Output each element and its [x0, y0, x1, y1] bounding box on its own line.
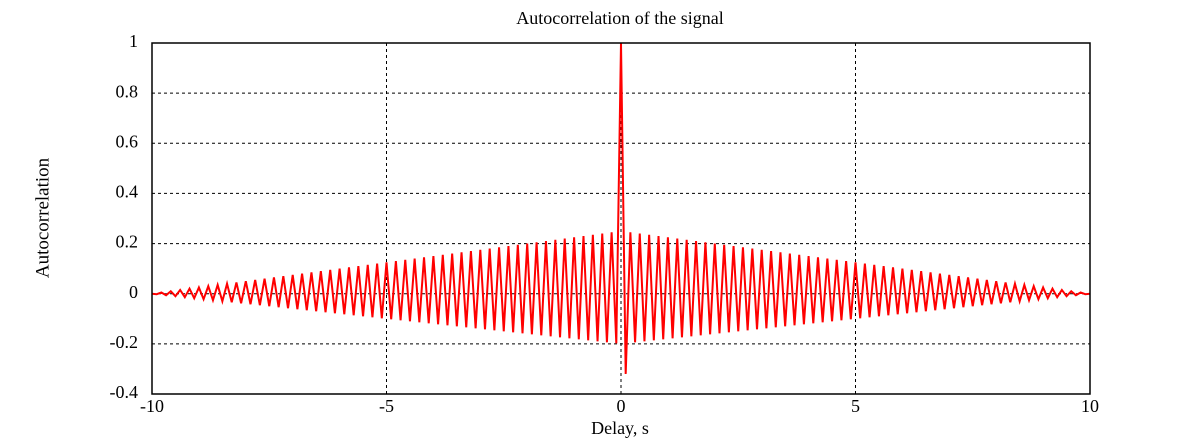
y-tick-label: -0.4 [110, 382, 139, 402]
y-axis-label: Autocorrelation [32, 157, 53, 278]
x-tick-label: -10 [140, 396, 164, 416]
y-tick-label: 0.4 [116, 182, 139, 202]
y-tick-label: 1 [129, 31, 138, 51]
y-tick-label: 0 [129, 282, 138, 302]
x-axis-label: Delay, s [591, 418, 649, 438]
x-tick-label: 10 [1081, 396, 1099, 416]
y-tick-label: 0.8 [116, 81, 139, 101]
chart-title: Autocorrelation of the signal [516, 8, 723, 28]
plot-frame [151, 42, 1091, 395]
y-tick-label: 0.6 [116, 131, 139, 151]
x-tick-label: 0 [617, 396, 626, 416]
x-tick-label: 5 [851, 396, 860, 416]
y-tick-label: 0.2 [116, 232, 139, 252]
x-tick-label: -5 [379, 396, 394, 416]
y-tick-label: -0.2 [110, 332, 139, 352]
